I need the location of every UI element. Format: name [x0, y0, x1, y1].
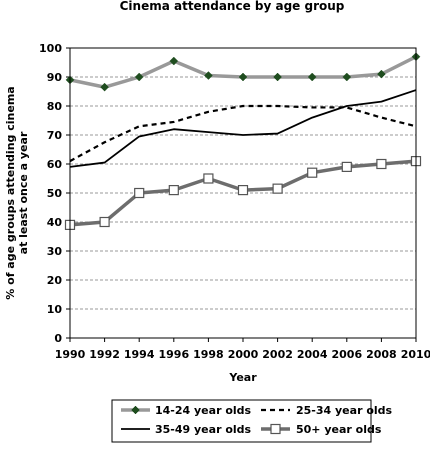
y-axis-ticks: 0 10 20 30 40 50 60 70 80 90 100 — [39, 42, 70, 345]
y-tick-label: 10 — [47, 303, 63, 316]
data-point-3 — [237, 185, 249, 196]
legend-label-2: 35-49 year olds — [155, 423, 252, 436]
data-point-0 — [134, 72, 144, 82]
y-axis-label-line-2: at least once a year — [17, 131, 30, 254]
y-tick-label: 0 — [54, 332, 62, 345]
data-point-0 — [169, 56, 179, 66]
x-tick-label: 1998 — [193, 348, 224, 361]
x-tick-label: 1994 — [124, 348, 155, 361]
x-tick-label: 1990 — [55, 348, 86, 361]
y-tick-label: 100 — [39, 42, 62, 55]
legend-label-0: 14-24 year olds — [155, 404, 252, 417]
data-point-0 — [273, 72, 282, 82]
x-axis-label: Year — [228, 371, 257, 384]
y-tick-label: 40 — [47, 216, 63, 229]
series-line-2 — [69, 89, 417, 168]
legend-box — [111, 399, 372, 443]
series-lines — [64, 52, 422, 230]
data-point-3 — [376, 158, 387, 170]
data-point-3 — [307, 167, 318, 178]
x-tick-label: 1996 — [158, 348, 189, 361]
data-point-0 — [204, 71, 213, 80]
data-point-0 — [238, 72, 248, 82]
data-point-3 — [99, 216, 110, 228]
data-point-3 — [134, 187, 145, 199]
plot-area-border — [69, 47, 417, 339]
data-point-3 — [341, 161, 352, 172]
y-tick-label: 80 — [47, 100, 63, 113]
data-point-3 — [203, 173, 214, 184]
y-tick-label: 90 — [47, 71, 63, 84]
legend-label-1: 25-34 year olds — [296, 404, 393, 417]
legend: 14-24 year olds 25-34 year olds 35-49 year… — [111, 399, 393, 443]
x-tick-label: 2008 — [366, 348, 397, 361]
data-point-0 — [307, 72, 317, 82]
data-point-3 — [168, 185, 179, 196]
x-tick-label: 2006 — [331, 348, 362, 361]
x-tick-label: 2004 — [297, 348, 328, 361]
y-tick-label: 60 — [47, 158, 63, 171]
x-axis-ticks: 1990 1992 1994 1996 1998 2000 2002 2004 2006 2008… — [55, 338, 430, 361]
legend-marker-0 — [131, 405, 140, 415]
chart-title: Cinema attendance by age group — [120, 0, 345, 13]
y-tick-label: 20 — [47, 274, 63, 287]
legend-label-3: 50+ year olds — [296, 423, 382, 436]
series-line-0 — [69, 55, 417, 89]
y-tick-label: 30 — [47, 245, 63, 258]
y-tick-label: 50 — [47, 187, 63, 200]
x-tick-label: 2002 — [262, 348, 293, 361]
legend-marker-3 — [270, 423, 281, 435]
data-point-0 — [342, 72, 352, 82]
series-line-1 — [69, 104, 417, 163]
x-tick-label: 2000 — [228, 348, 259, 361]
y-tick-label: 70 — [47, 129, 63, 142]
x-tick-label: 2010 — [401, 348, 430, 361]
x-tick-label: 1992 — [89, 348, 120, 361]
data-point-0 — [100, 82, 109, 92]
data-point-3 — [272, 183, 283, 194]
data-point-0 — [377, 69, 386, 79]
y-axis-label-line-1: % of age groups attending cinema — [4, 86, 17, 299]
